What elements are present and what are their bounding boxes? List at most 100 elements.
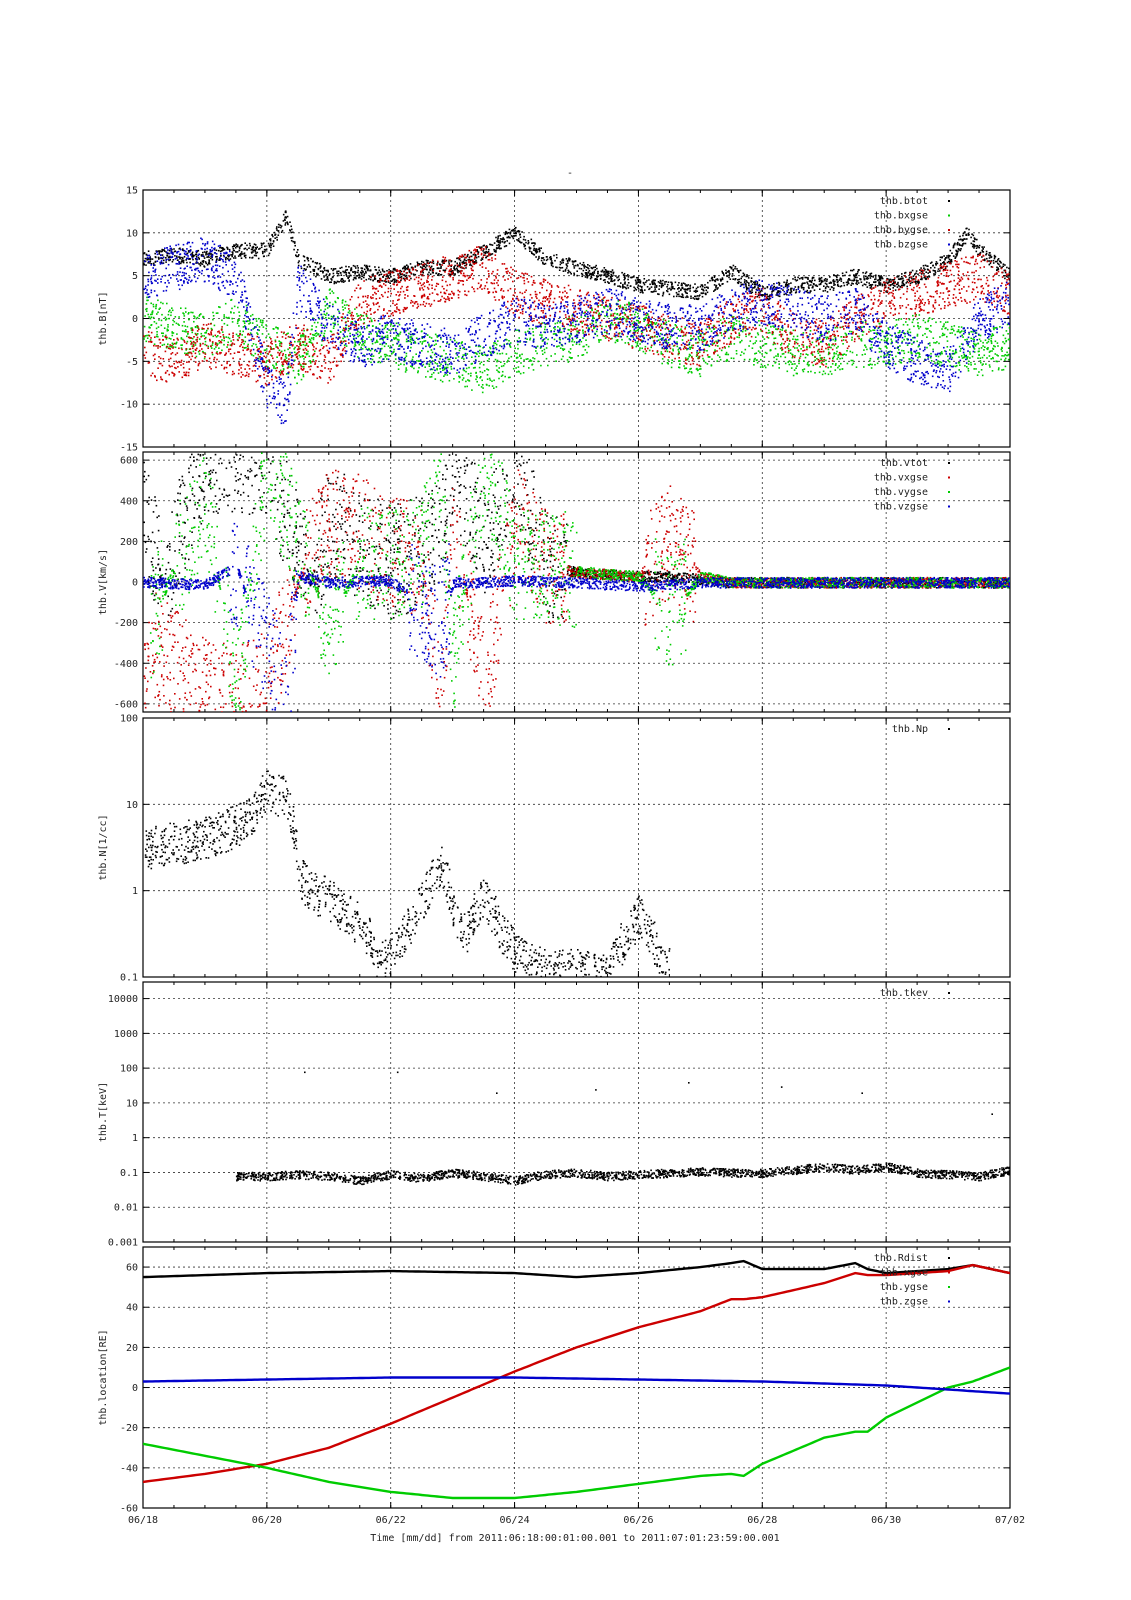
- data-point: [459, 264, 461, 267]
- data-point: [884, 345, 887, 348]
- data-point: [368, 348, 371, 351]
- data-point: [945, 257, 948, 259]
- data-point: [491, 244, 494, 246]
- data-point: [410, 346, 412, 349]
- data-point: [187, 313, 190, 315]
- data-point: [231, 245, 234, 248]
- data-point: [827, 366, 829, 369]
- data-point: [279, 341, 282, 343]
- data-point: [667, 362, 669, 365]
- data-point: [755, 352, 758, 354]
- data-point: [392, 267, 395, 270]
- data-point: [510, 235, 513, 237]
- data-point: [339, 271, 342, 274]
- data-point: [507, 359, 509, 362]
- data-point: [475, 259, 477, 262]
- data-point: [678, 287, 680, 289]
- data-point: [904, 271, 907, 274]
- data-point: [623, 286, 625, 288]
- data-point: [842, 282, 845, 284]
- data-point: [645, 317, 648, 319]
- data-point: [188, 318, 190, 321]
- data-point: [684, 357, 687, 359]
- data-point: [392, 271, 395, 274]
- data-point: [576, 330, 578, 333]
- data-point: [183, 321, 185, 323]
- data-point: [144, 335, 147, 337]
- data-point: [560, 358, 563, 361]
- data-point: [317, 321, 319, 324]
- data-point: [195, 317, 198, 320]
- data-point: [780, 355, 782, 358]
- data-point: [626, 284, 629, 286]
- data-point: [352, 271, 355, 273]
- data-point: [498, 242, 500, 244]
- data-point: [191, 252, 193, 255]
- data-point: [521, 231, 523, 233]
- data-point: [400, 270, 403, 273]
- data-point: [669, 338, 671, 340]
- data-point: [926, 328, 928, 330]
- data-point: [907, 351, 910, 353]
- data-point: [1002, 263, 1005, 265]
- data-point: [259, 319, 262, 321]
- data-point: [389, 270, 392, 272]
- data-point: [244, 325, 246, 327]
- data-point: [423, 340, 425, 342]
- data-point: [642, 281, 645, 284]
- data-point: [695, 355, 698, 357]
- data-point: [977, 253, 979, 256]
- data-point: [484, 254, 486, 256]
- data-point: [654, 284, 656, 286]
- data-point: [961, 245, 963, 247]
- data-point: [699, 285, 702, 288]
- data-point: [805, 353, 808, 355]
- data-point: [794, 347, 796, 349]
- data-point: [568, 356, 571, 359]
- data-point: [479, 362, 481, 365]
- data-point: [303, 366, 305, 368]
- data-point: [189, 258, 191, 260]
- data-point: [317, 273, 319, 275]
- data-point: [354, 276, 356, 279]
- data-point: [981, 374, 984, 377]
- data-point: [1008, 267, 1010, 270]
- data-point: [796, 372, 798, 375]
- data-point: [1006, 351, 1008, 354]
- data-point: [267, 333, 270, 335]
- data-point: [650, 328, 652, 331]
- data-point: [952, 245, 955, 247]
- data-point: [870, 330, 872, 332]
- data-point: [173, 320, 176, 323]
- data-point: [611, 277, 613, 280]
- data-point: [227, 336, 230, 339]
- data-point: [711, 277, 713, 280]
- data-point: [339, 267, 341, 269]
- data-point: [629, 329, 632, 332]
- data-point: [447, 363, 449, 366]
- data-point: [666, 336, 669, 339]
- data-point: [957, 330, 960, 333]
- data-point: [383, 353, 386, 356]
- data-point: [945, 321, 947, 324]
- data-point: [400, 363, 402, 365]
- data-point: [661, 347, 664, 350]
- data-point: [1005, 340, 1007, 343]
- data-point: [714, 289, 716, 291]
- data-point: [804, 276, 806, 279]
- data-point: [334, 301, 337, 304]
- data-point: [781, 353, 784, 355]
- data-point: [949, 255, 951, 257]
- data-point: [561, 266, 564, 269]
- data-point: [344, 307, 346, 309]
- data-point: [359, 342, 361, 344]
- data-point: [203, 257, 206, 259]
- data-point: [343, 271, 346, 274]
- data-point: [767, 332, 769, 334]
- data-point: [997, 355, 999, 357]
- data-point: [787, 361, 789, 363]
- data-point: [760, 289, 762, 292]
- data-point: [695, 287, 698, 290]
- data-point: [967, 360, 970, 363]
- data-point: [650, 286, 653, 288]
